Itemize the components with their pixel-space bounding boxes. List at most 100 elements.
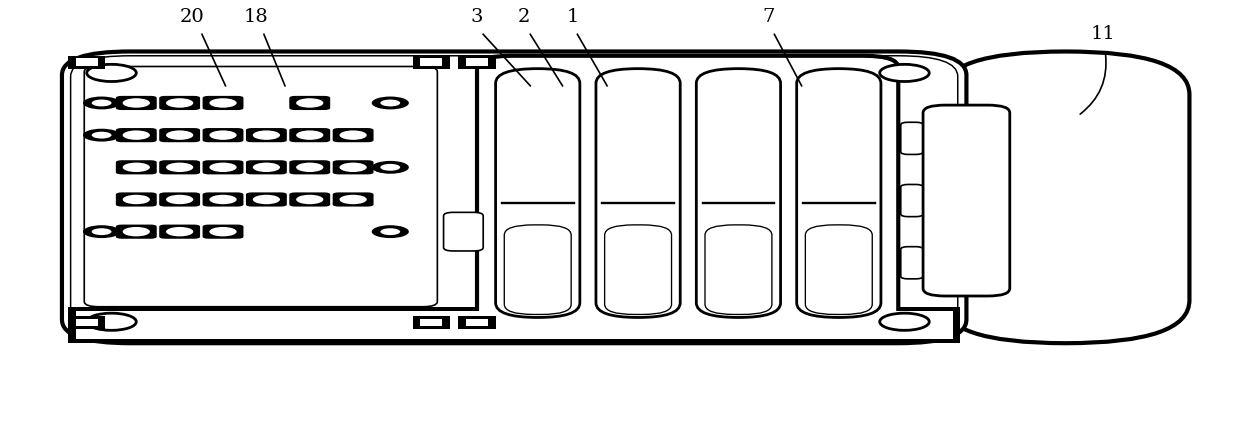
- Circle shape: [209, 98, 237, 108]
- Circle shape: [92, 228, 112, 235]
- FancyBboxPatch shape: [332, 160, 374, 174]
- Bar: [76, 319, 98, 326]
- Circle shape: [123, 98, 150, 108]
- FancyBboxPatch shape: [245, 192, 287, 206]
- Circle shape: [253, 195, 280, 204]
- Circle shape: [296, 130, 323, 140]
- Circle shape: [372, 161, 409, 174]
- FancyBboxPatch shape: [84, 66, 437, 307]
- Circle shape: [209, 227, 237, 236]
- Circle shape: [339, 195, 367, 204]
- Circle shape: [296, 195, 323, 204]
- Circle shape: [209, 163, 237, 172]
- Text: 18: 18: [244, 8, 269, 26]
- Circle shape: [92, 132, 112, 139]
- Circle shape: [123, 130, 150, 140]
- Bar: [466, 58, 488, 66]
- Bar: [76, 311, 953, 339]
- FancyBboxPatch shape: [605, 225, 672, 314]
- FancyBboxPatch shape: [477, 56, 898, 328]
- Circle shape: [372, 225, 409, 238]
- FancyBboxPatch shape: [116, 225, 156, 239]
- FancyBboxPatch shape: [202, 128, 243, 142]
- Bar: [420, 319, 442, 326]
- FancyBboxPatch shape: [332, 128, 374, 142]
- Circle shape: [123, 195, 150, 204]
- Circle shape: [880, 64, 929, 82]
- FancyBboxPatch shape: [116, 160, 156, 174]
- Bar: [458, 316, 496, 329]
- FancyBboxPatch shape: [496, 69, 580, 317]
- FancyBboxPatch shape: [596, 69, 680, 317]
- FancyBboxPatch shape: [62, 51, 966, 343]
- Bar: [413, 56, 450, 69]
- Circle shape: [209, 195, 237, 204]
- Bar: [76, 58, 98, 66]
- Circle shape: [253, 130, 280, 140]
- Bar: [68, 56, 105, 69]
- FancyBboxPatch shape: [901, 184, 923, 217]
- Circle shape: [166, 195, 193, 204]
- FancyBboxPatch shape: [289, 192, 330, 206]
- FancyBboxPatch shape: [202, 225, 243, 239]
- Circle shape: [166, 227, 193, 236]
- Circle shape: [166, 98, 193, 108]
- FancyBboxPatch shape: [245, 128, 287, 142]
- Bar: [466, 319, 488, 326]
- FancyBboxPatch shape: [202, 96, 243, 110]
- Circle shape: [380, 100, 400, 106]
- FancyBboxPatch shape: [923, 105, 1010, 296]
- Text: 7: 7: [762, 8, 774, 26]
- FancyBboxPatch shape: [797, 69, 881, 317]
- Circle shape: [166, 130, 193, 140]
- FancyBboxPatch shape: [289, 160, 330, 174]
- Circle shape: [92, 100, 112, 106]
- Circle shape: [209, 130, 237, 140]
- Circle shape: [123, 227, 150, 236]
- Circle shape: [296, 163, 323, 172]
- Circle shape: [253, 163, 280, 172]
- Bar: [420, 58, 442, 66]
- Circle shape: [83, 97, 120, 109]
- FancyBboxPatch shape: [901, 247, 923, 279]
- Circle shape: [87, 64, 136, 82]
- FancyBboxPatch shape: [116, 192, 156, 206]
- Bar: [68, 316, 105, 329]
- FancyBboxPatch shape: [202, 192, 243, 206]
- FancyBboxPatch shape: [159, 96, 201, 110]
- FancyBboxPatch shape: [202, 160, 243, 174]
- Bar: [68, 307, 960, 343]
- FancyBboxPatch shape: [116, 96, 156, 110]
- FancyBboxPatch shape: [245, 160, 287, 174]
- Text: 11: 11: [1090, 25, 1115, 43]
- FancyBboxPatch shape: [116, 128, 156, 142]
- FancyBboxPatch shape: [289, 128, 330, 142]
- FancyBboxPatch shape: [504, 225, 571, 314]
- Circle shape: [166, 163, 193, 172]
- Text: 2: 2: [518, 8, 530, 26]
- Text: 3: 3: [471, 8, 483, 26]
- Circle shape: [87, 313, 136, 330]
- Circle shape: [83, 225, 120, 238]
- FancyBboxPatch shape: [705, 225, 772, 314]
- Circle shape: [380, 164, 400, 171]
- Circle shape: [372, 97, 409, 109]
- Circle shape: [339, 163, 367, 172]
- FancyBboxPatch shape: [444, 212, 483, 251]
- FancyBboxPatch shape: [159, 128, 201, 142]
- FancyBboxPatch shape: [289, 96, 330, 110]
- FancyBboxPatch shape: [805, 225, 872, 314]
- Circle shape: [880, 313, 929, 330]
- Circle shape: [83, 129, 120, 142]
- FancyBboxPatch shape: [901, 122, 923, 154]
- FancyBboxPatch shape: [942, 51, 1189, 343]
- Circle shape: [380, 228, 400, 235]
- FancyBboxPatch shape: [159, 225, 201, 239]
- Circle shape: [123, 163, 150, 172]
- Circle shape: [339, 130, 367, 140]
- Circle shape: [296, 98, 323, 108]
- FancyBboxPatch shape: [332, 192, 374, 206]
- Bar: [458, 56, 496, 69]
- FancyBboxPatch shape: [159, 160, 201, 174]
- Bar: [413, 316, 450, 329]
